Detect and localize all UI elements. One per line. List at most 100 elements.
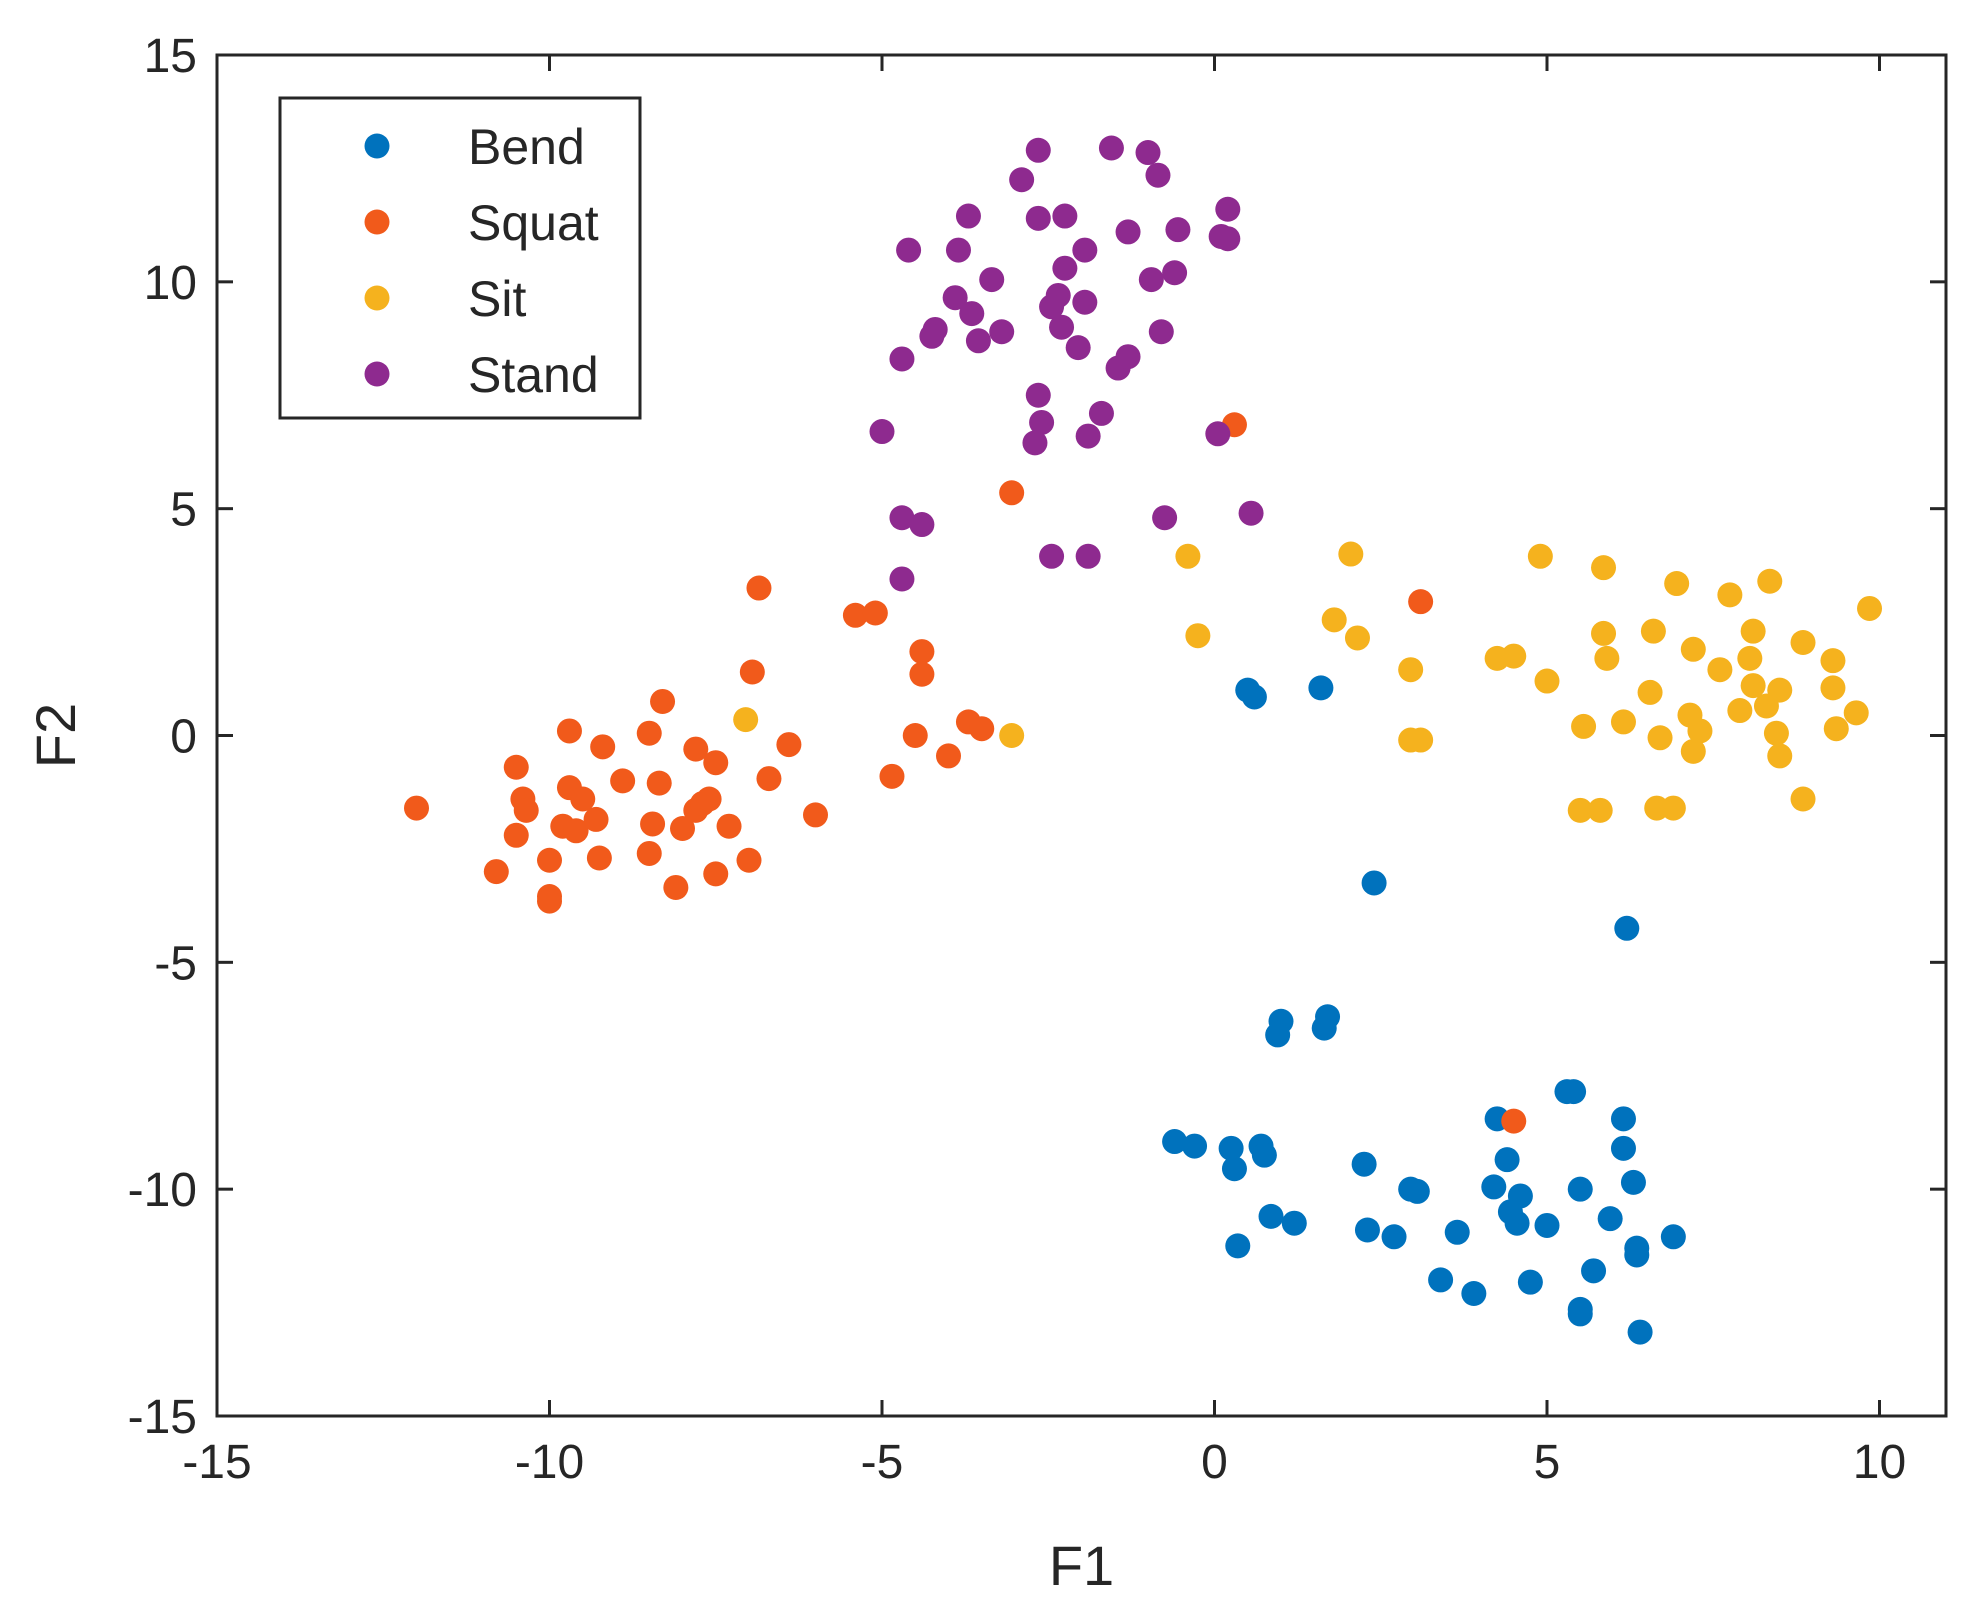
data-point-bend-1 — [1241, 684, 1267, 710]
data-point-stand-13 — [896, 237, 922, 263]
data-point-squat-38 — [842, 602, 868, 628]
data-point-bend-8 — [1311, 1015, 1337, 1041]
x-tick-label: 5 — [1534, 1436, 1561, 1489]
data-point-stand-37 — [1029, 409, 1055, 435]
legend-item-sit: Sit — [364, 271, 526, 327]
data-point-squat-30 — [703, 861, 729, 887]
data-point-sit-21 — [1637, 679, 1663, 705]
data-point-stand-48 — [889, 566, 915, 592]
data-point-sit-11 — [1501, 643, 1527, 669]
data-point-sit-35 — [1740, 618, 1766, 644]
data-point-stand-41 — [1205, 421, 1231, 447]
data-point-bend-19 — [1351, 1151, 1377, 1177]
data-point-squat-34 — [746, 575, 772, 601]
data-point-squat-2 — [503, 754, 529, 780]
data-point-squat-10 — [556, 718, 582, 744]
data-point-stand-23 — [942, 285, 968, 311]
data-point-stand-44 — [1152, 505, 1178, 531]
data-point-stand-10 — [1215, 196, 1241, 222]
data-point-bend-24 — [1481, 1174, 1507, 1200]
data-point-squat-22 — [650, 688, 676, 714]
data-point-stand-16 — [1052, 255, 1078, 281]
legend-item-bend: Bend — [364, 119, 585, 175]
data-point-sit-30 — [1687, 718, 1713, 744]
legend-marker — [364, 133, 390, 159]
data-point-squat-39 — [862, 600, 888, 626]
data-point-bend-40 — [1225, 1233, 1251, 1259]
data-point-stand-12 — [1215, 226, 1241, 252]
data-point-stand-24 — [959, 301, 985, 327]
data-point-bend-31 — [1597, 1206, 1623, 1232]
data-point-sit-22 — [1640, 618, 1666, 644]
data-point-stand-15 — [1072, 237, 1098, 263]
data-point-squat-49 — [1408, 589, 1434, 615]
data-point-bend-17 — [1251, 1142, 1277, 1168]
data-point-sit-43 — [1790, 786, 1816, 812]
data-point-stand-3 — [1145, 162, 1171, 188]
data-point-stand-47 — [1075, 543, 1101, 569]
data-point-sit-13 — [1534, 668, 1560, 694]
data-point-squat-15 — [586, 845, 612, 871]
data-point-sit-36 — [1740, 673, 1766, 699]
data-point-sit-41 — [1767, 743, 1793, 769]
data-point-stand-2 — [1135, 140, 1161, 166]
data-point-stand-32 — [1115, 344, 1141, 370]
data-point-stand-9 — [1165, 217, 1191, 243]
legend-box — [278, 96, 642, 420]
data-point-bend-44 — [1581, 1258, 1607, 1284]
data-point-squat-14 — [583, 806, 609, 832]
data-point-stand-34 — [889, 346, 915, 372]
legend-marker — [364, 285, 390, 311]
data-point-stand-28 — [989, 319, 1015, 345]
legend-label: Squat — [468, 195, 599, 251]
data-point-squat-6 — [537, 847, 562, 873]
data-point-stand-29 — [1049, 314, 1075, 340]
data-point-squat-20 — [640, 811, 666, 837]
y-tick-label: 5 — [170, 484, 197, 537]
data-point-stand-14 — [945, 237, 971, 263]
data-point-sit-2 — [1175, 543, 1201, 569]
data-point-sit-16 — [1587, 797, 1613, 823]
legend-item-stand: Stand — [364, 347, 599, 403]
data-point-squat-28 — [696, 786, 722, 812]
data-point-bend-35 — [1381, 1224, 1407, 1250]
data-point-sit-46 — [1823, 716, 1849, 742]
y-tick-label: 10 — [144, 257, 197, 310]
data-point-stand-42 — [889, 505, 915, 531]
data-point-squat-17 — [610, 768, 636, 794]
data-point-stand-35 — [1025, 382, 1051, 408]
data-point-squat-19 — [636, 840, 662, 866]
data-point-stand-7 — [1052, 203, 1078, 229]
data-point-squat-46 — [969, 716, 995, 742]
data-point-sit-34 — [1737, 645, 1763, 671]
data-point-bend-6 — [1265, 1022, 1291, 1048]
data-point-bend-47 — [1627, 1319, 1653, 1345]
data-point-bend-46 — [1567, 1301, 1593, 1327]
data-point-squat-41 — [902, 723, 928, 748]
data-point-sit-32 — [1717, 582, 1743, 608]
data-point-stand-22 — [1072, 289, 1098, 315]
data-point-stand-38 — [1022, 430, 1048, 456]
data-point-stand-5 — [955, 203, 981, 229]
data-point-squat-25 — [683, 736, 709, 762]
legend-label: Stand — [468, 347, 599, 403]
data-point-sit-40 — [1763, 720, 1789, 746]
data-point-bend-33 — [1281, 1210, 1307, 1236]
data-point-stand-30 — [1065, 335, 1091, 361]
data-point-stand-4 — [1009, 167, 1035, 193]
data-point-bend-32 — [1258, 1203, 1284, 1229]
data-point-bend-42 — [1461, 1281, 1487, 1307]
x-tick-label: -5 — [861, 1436, 904, 1489]
data-point-squat-44 — [936, 743, 961, 769]
data-point-squat-35 — [756, 766, 782, 792]
data-point-sit-14 — [1571, 713, 1597, 739]
y-tick-label: -10 — [128, 1164, 197, 1217]
x-tick-label: 10 — [1853, 1436, 1906, 1489]
data-point-bend-36 — [1444, 1219, 1470, 1245]
data-point-squat-18 — [636, 720, 662, 746]
data-point-bend-13 — [1162, 1129, 1188, 1155]
y-tick-label: 15 — [144, 30, 197, 83]
data-point-stand-8 — [1115, 219, 1141, 245]
data-point-bend-20 — [1494, 1147, 1520, 1173]
data-points-layer — [404, 135, 1883, 1345]
